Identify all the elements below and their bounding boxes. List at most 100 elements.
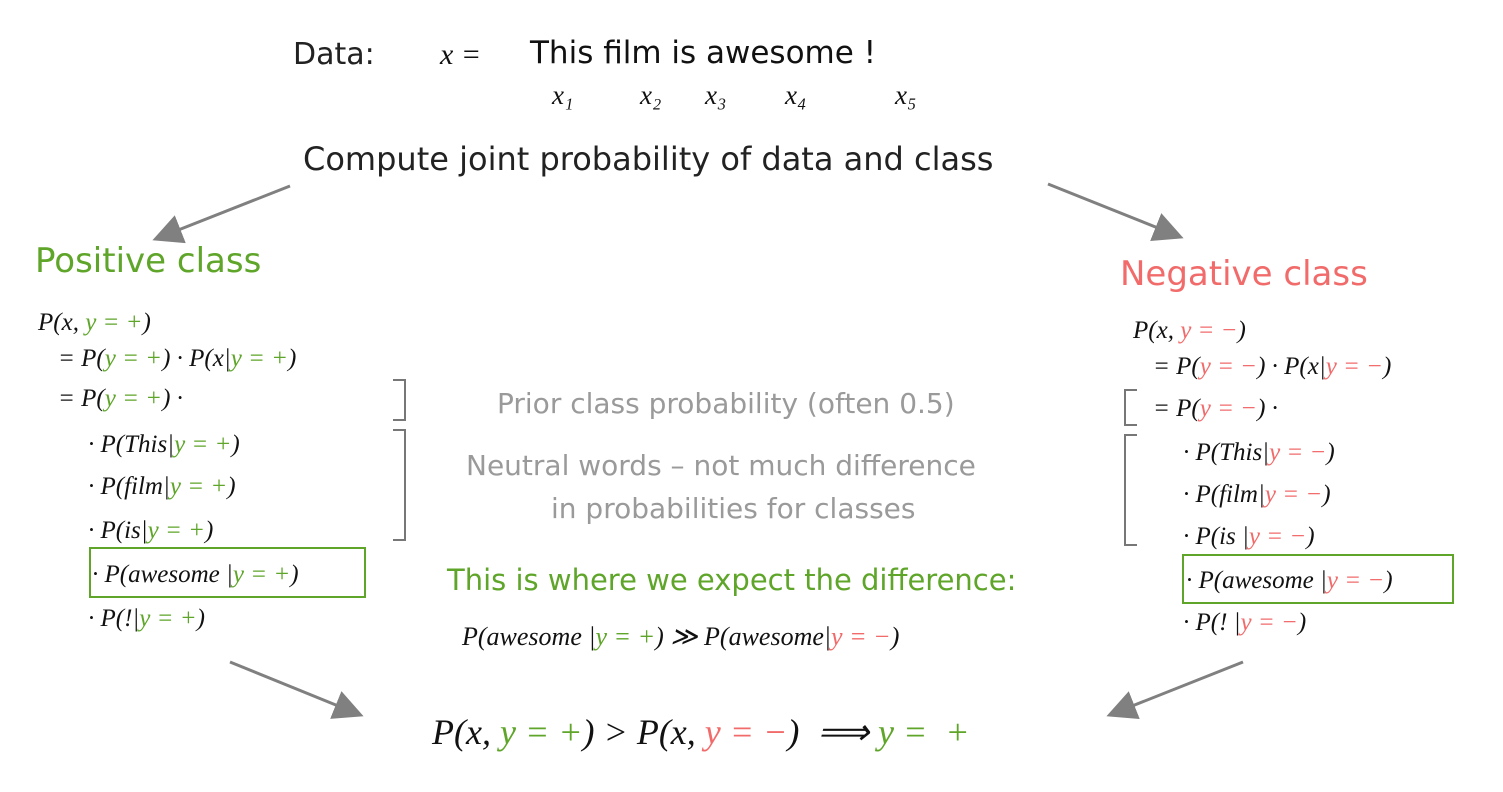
highlight-box <box>89 547 366 598</box>
formula-part: = P( <box>58 345 105 372</box>
formula-part: · P(film| <box>88 473 170 500</box>
formula-part: · P(!| <box>88 605 140 632</box>
negative-title: Negative class <box>1120 254 1368 294</box>
formula-part: ) <box>1383 353 1392 380</box>
bracket <box>1124 434 1137 546</box>
formula-line: P(x, y = −) <box>1133 318 1246 343</box>
formula-part: P(x, <box>38 309 86 336</box>
formula-line: · P(film|y = −) <box>1183 482 1331 507</box>
formula-line: = P(y = +) · <box>58 386 183 411</box>
token: x₄ <box>785 80 807 110</box>
formula-part: y = − <box>1180 317 1238 344</box>
formula-part: y = + <box>499 712 583 752</box>
formula-line: · P(awesome |y = −) <box>1186 568 1393 593</box>
formula-part: y = + <box>169 473 228 500</box>
formula-part: y = − <box>1248 523 1307 550</box>
formula-part: = P( <box>1153 353 1200 380</box>
formula-line: · P(!|y = +) <box>88 606 205 631</box>
bracket <box>393 379 406 421</box>
formula-line: · P(is|y = +) <box>88 518 213 543</box>
formula-part: · P(is | <box>1183 523 1249 550</box>
formula-part: y = − <box>1240 609 1298 636</box>
formula-line: · P(This|y = +) <box>88 432 240 457</box>
formula-part: · P(film| <box>1183 481 1265 508</box>
formula-part: · P(awesome | <box>1186 567 1327 594</box>
neutral-note: Neutral words – not much difference <box>466 449 976 482</box>
formula-part: y = − <box>831 622 891 651</box>
formula-part: · P(awesome | <box>92 561 233 588</box>
formula-part: y = + <box>104 345 163 372</box>
comparison: P(awesome |y = +) ≫ P(awesome|y = −) <box>462 624 899 650</box>
token: x₅ <box>895 80 917 110</box>
formula-part: · P(! | <box>1183 609 1241 636</box>
intro: Compute joint probability of data and cl… <box>303 140 994 178</box>
formula-part: = P( <box>1153 395 1200 422</box>
formula-part: · P(is| <box>88 517 148 544</box>
bracket <box>393 429 406 541</box>
formula-part: y = + <box>595 622 656 651</box>
formula-part: y = + <box>147 517 205 544</box>
formula-part: y = + <box>139 605 197 632</box>
formula-part: ) <box>290 561 299 588</box>
formula-part: ) <box>1322 481 1331 508</box>
formula-part: y = + <box>230 345 289 372</box>
formula-part: P(awesome | <box>462 622 596 651</box>
formula-part: y = + <box>232 561 291 588</box>
formula-line: · P(! |y = −) <box>1183 610 1306 635</box>
arrow <box>1106 660 1244 720</box>
formula-part: ) · P(x| <box>162 345 231 372</box>
neutral-note: in probabilities for classes <box>551 492 916 525</box>
data-label: Data: <box>293 37 375 72</box>
x-equals: x = <box>440 38 482 71</box>
formula-part: ) > P(x, <box>582 712 705 752</box>
formula-part: ) ⟹ <box>787 712 878 752</box>
formula-part: ) <box>196 605 205 632</box>
token: x₃ <box>705 80 727 110</box>
formula-part: · P(This| <box>1183 439 1270 466</box>
formula-part: y = − <box>1264 481 1323 508</box>
formula-part: y = − <box>1269 439 1327 466</box>
prior-note: Prior class probability (often 0.5) <box>497 387 955 420</box>
formula-part: P(x, <box>1133 317 1181 344</box>
sentence: This film is awesome ! <box>530 35 877 71</box>
formula-part: ) <box>288 345 297 372</box>
formula-part: ) <box>205 517 214 544</box>
formula-part: = P( <box>58 385 105 412</box>
formula-part: ) <box>1237 317 1246 344</box>
formula-part: y = − <box>1199 395 1258 422</box>
formula-part: y = + <box>174 431 232 458</box>
formula-line: · P(is |y = −) <box>1183 524 1315 549</box>
formula-part: · P(This| <box>88 431 175 458</box>
formula-part: y = + <box>877 712 970 752</box>
formula-line: · P(film|y = +) <box>88 474 236 499</box>
formula-line: = P(y = −) · <box>1153 396 1278 421</box>
formula-part: ) <box>142 309 151 336</box>
formula-part: ) <box>890 622 900 651</box>
formula-part: ) <box>227 473 236 500</box>
formula-part: ) <box>231 431 240 458</box>
expect-note: This is where we expect the difference: <box>447 563 1017 597</box>
arrow <box>229 660 364 719</box>
formula-line: · P(awesome |y = +) <box>92 562 299 587</box>
formula-part: y = + <box>104 385 163 412</box>
token: x₂ <box>640 80 662 110</box>
formula-part: P(x, <box>432 712 500 752</box>
highlight-box <box>1182 554 1454 604</box>
formula-line: = P(y = +) · P(x|y = +) <box>58 346 296 371</box>
conclusion: P(x, y = +) > P(x, y = −) ⟹ y = + <box>432 714 970 750</box>
formula-part: ) · P(x| <box>1257 353 1326 380</box>
formula-part: ) <box>1326 439 1335 466</box>
arrow <box>1047 182 1184 242</box>
arrow <box>152 184 291 244</box>
formula-part: y = − <box>1325 353 1384 380</box>
formula-line: = P(y = −) · P(x|y = −) <box>1153 354 1391 379</box>
formula-part: ) ≫ P(awesome| <box>655 622 832 651</box>
formula-part: y = + <box>85 309 143 336</box>
formula-part: y = − <box>1199 353 1258 380</box>
token: x₁ <box>552 80 574 110</box>
formula-part: ) <box>1384 567 1393 594</box>
formula-line: · P(This|y = −) <box>1183 440 1335 465</box>
formula-part: ) <box>1306 523 1315 550</box>
